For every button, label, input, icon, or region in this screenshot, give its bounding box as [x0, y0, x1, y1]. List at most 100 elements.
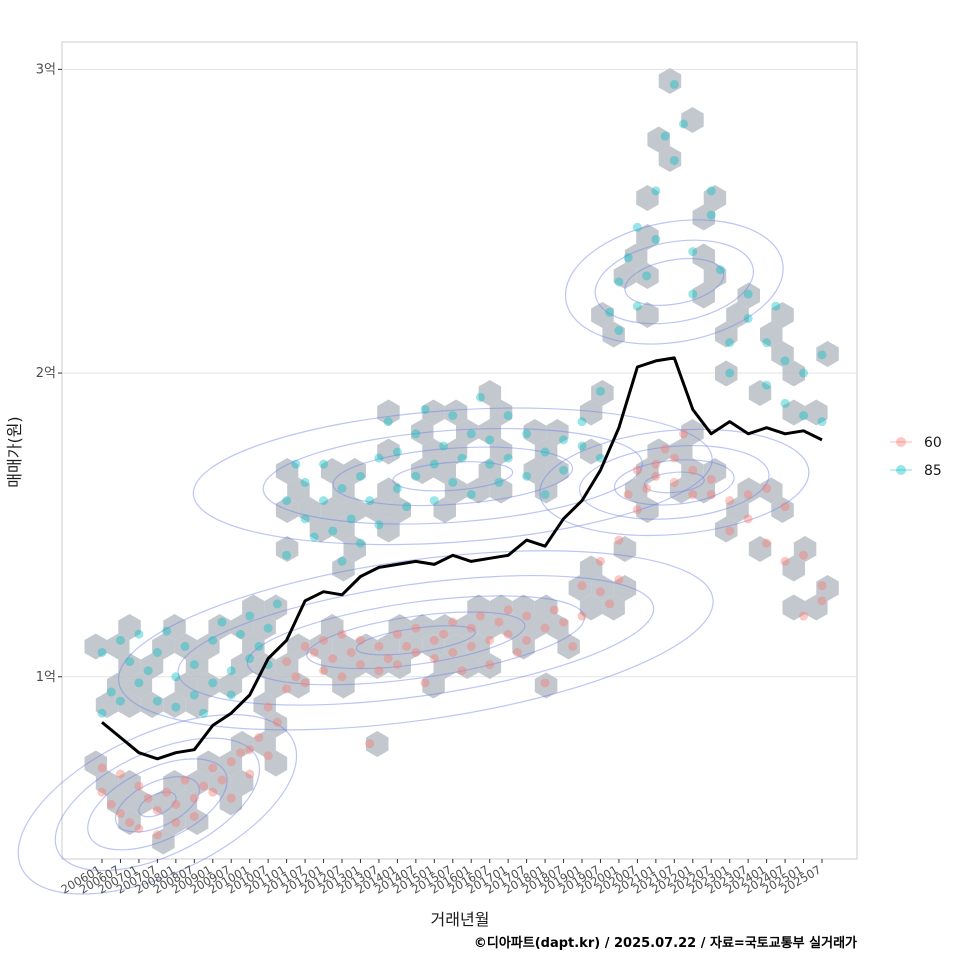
- hexbin-cell: [647, 438, 670, 465]
- y-tick-label: 1억: [36, 670, 56, 685]
- point-85: [97, 647, 107, 657]
- contour-ring: [594, 239, 754, 325]
- hexbin-cell: [264, 672, 288, 699]
- hexbin-cell: [467, 633, 490, 660]
- contour-ring: [54, 737, 261, 872]
- point-60: [263, 751, 273, 761]
- point-85: [189, 660, 199, 670]
- hexbin-cell: [219, 672, 243, 699]
- hexbin-cell: [399, 633, 423, 660]
- point-60: [762, 538, 772, 548]
- point-85: [152, 696, 162, 706]
- hexbin-cell: [422, 672, 445, 699]
- hexbin-cell: [118, 653, 141, 679]
- point-60: [475, 611, 485, 621]
- point-85: [171, 702, 181, 712]
- hexbin-cell: [411, 614, 434, 640]
- point-85: [235, 629, 245, 639]
- hexbin-cell: [174, 672, 198, 699]
- point-60: [605, 599, 615, 609]
- hexbin-cell: [478, 614, 502, 640]
- point-85: [162, 626, 172, 636]
- contour-ring: [192, 407, 713, 546]
- point-85: [346, 514, 356, 524]
- hexbin-cell: [320, 614, 344, 640]
- point-60: [328, 654, 338, 664]
- hexbin-cell: [703, 458, 727, 484]
- point-60: [817, 596, 827, 606]
- point-60: [485, 660, 495, 670]
- hexbin-cell: [613, 263, 637, 289]
- point-60: [300, 678, 310, 688]
- hexbin-cell: [107, 633, 130, 660]
- hexbin-cell: [456, 419, 479, 445]
- hexbin-cell: [669, 477, 693, 504]
- point-85: [429, 496, 439, 506]
- hexbin-cell: [185, 653, 209, 679]
- point-60: [392, 660, 402, 670]
- hexbin-cell: [591, 575, 614, 601]
- point-85: [577, 417, 587, 427]
- hexbin-cell: [332, 672, 355, 699]
- hexbin-cell: [287, 477, 310, 504]
- hexbin-cell: [163, 770, 186, 796]
- point-85: [245, 654, 255, 664]
- point-85: [439, 441, 449, 451]
- point-60: [337, 629, 347, 639]
- hexbin-cell: [636, 263, 659, 289]
- point-60: [217, 775, 227, 785]
- hexbin-cell: [433, 653, 456, 679]
- hexbin-cell: [782, 555, 805, 582]
- hexbin-cell: [332, 477, 355, 504]
- point-85: [725, 338, 735, 348]
- hexbin-cell: [444, 399, 468, 426]
- point-85: [337, 556, 347, 566]
- hexbin-cell: [388, 614, 411, 640]
- point-60: [162, 787, 172, 797]
- hexbin-cell: [658, 146, 682, 172]
- point-60: [503, 629, 513, 639]
- point-60: [799, 611, 809, 621]
- point-85: [97, 708, 107, 718]
- point-85: [374, 520, 384, 530]
- hexbin-cell: [264, 594, 288, 621]
- hexbin-cell: [95, 692, 119, 718]
- hexbin-cell: [613, 575, 637, 601]
- legend-key-85: [896, 465, 906, 475]
- point-85: [706, 186, 716, 196]
- hexbin-cell: [95, 770, 119, 796]
- point-85: [669, 80, 679, 90]
- point-85: [392, 483, 402, 493]
- hexbin-cell: [433, 458, 456, 484]
- hexbin-cell: [377, 477, 400, 504]
- point-60: [152, 805, 162, 815]
- contour-ring: [177, 574, 655, 706]
- contour-ring: [624, 257, 725, 306]
- hexbin-cell: [275, 653, 299, 679]
- contour-ring: [138, 791, 177, 818]
- hexbin-cell: [433, 497, 456, 523]
- hexbin-cell: [805, 594, 828, 621]
- point-85: [457, 453, 467, 463]
- hexbin-cell: [512, 633, 535, 660]
- point-85: [651, 234, 661, 244]
- hexbin-cell: [579, 399, 603, 426]
- point-85: [374, 453, 384, 463]
- hexbin-cell: [208, 770, 231, 796]
- point-85: [106, 687, 116, 697]
- hexbin-cell: [152, 789, 175, 816]
- hexbin-cell: [467, 477, 490, 504]
- point-85: [522, 471, 532, 481]
- hexbin-cell: [715, 516, 738, 543]
- point-60: [254, 733, 264, 743]
- point-85: [245, 611, 255, 621]
- contour-ring: [117, 550, 714, 731]
- point-85: [743, 313, 753, 323]
- point-60: [688, 490, 698, 500]
- hexbin-cell: [501, 614, 524, 640]
- point-85: [632, 301, 642, 311]
- hexbin-cell: [366, 731, 389, 757]
- point-85: [466, 490, 476, 500]
- point-85: [799, 411, 809, 421]
- point-85: [540, 447, 550, 457]
